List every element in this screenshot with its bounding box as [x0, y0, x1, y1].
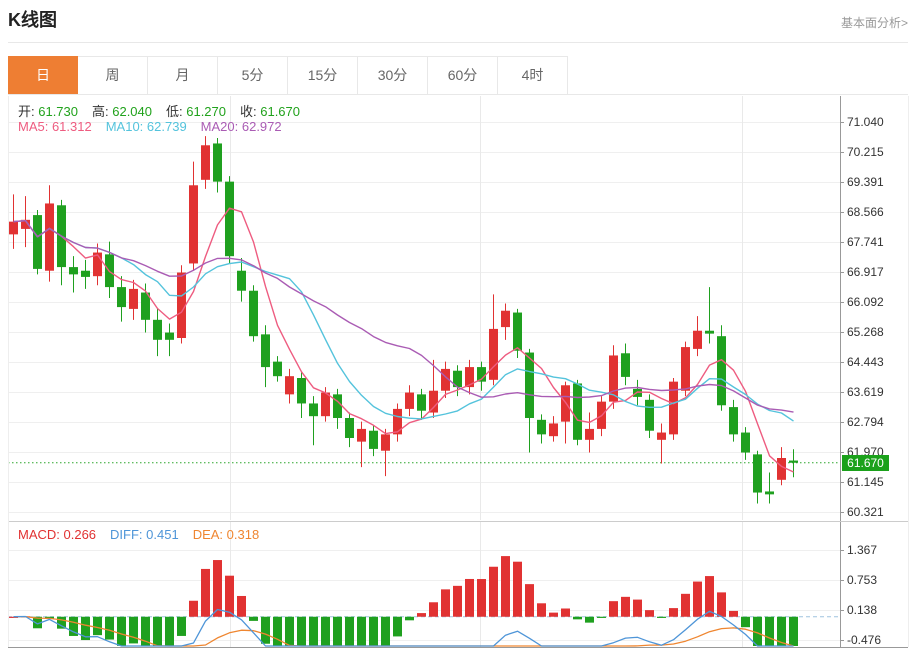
current-price-badge: 61.670 — [842, 455, 889, 471]
macd-legend: MACD: 0.266 DIFF: 0.451 DEA: 0.318 — [18, 527, 273, 542]
svg-text:65.268: 65.268 — [847, 325, 884, 339]
macd-legend-dea: DEA: 0.318 — [192, 527, 260, 542]
svg-text:60.321: 60.321 — [847, 505, 884, 519]
svg-text:69.391: 69.391 — [847, 175, 884, 189]
svg-text:70.215: 70.215 — [847, 145, 884, 159]
ma-legend-ma10: MA10: 62.739 — [105, 119, 187, 134]
svg-text:64.443: 64.443 — [847, 355, 884, 369]
svg-text:62.794: 62.794 — [847, 415, 884, 429]
tab-60分[interactable]: 60分 — [428, 56, 498, 94]
period-tab-bar: 日周月 5分 15分 30分 60分 4时 — [8, 56, 908, 95]
svg-text:67.741: 67.741 — [847, 235, 884, 249]
svg-text:1.367: 1.367 — [847, 543, 877, 557]
ohlc-item-2: 低: 61.270 — [166, 104, 226, 119]
macd-legend-diff: DIFF: 0.451 — [110, 527, 179, 542]
ohlc-item-3: 收: 61.670 — [240, 104, 300, 119]
tab-月[interactable]: 月 — [148, 56, 218, 94]
ohlc-item-0: 开: 61.730 — [18, 104, 78, 119]
tab-5分[interactable]: 5分 — [218, 56, 288, 94]
svg-text:63.619: 63.619 — [847, 385, 884, 399]
ohlc-legend: 开: 61.730 高: 62.040 低: 61.270 收: 61.670 — [18, 101, 314, 120]
ma-legend: MA5: 61.312 MA10: 62.739 MA20: 62.972 — [18, 119, 296, 134]
ma-legend-ma20: MA20: 62.972 — [200, 119, 282, 134]
header-divider — [8, 42, 908, 43]
tab-周[interactable]: 周 — [78, 56, 148, 94]
svg-text:-0.476: -0.476 — [847, 633, 881, 647]
svg-text:0.753: 0.753 — [847, 573, 877, 587]
svg-text:0.138: 0.138 — [847, 603, 877, 617]
svg-text:61.145: 61.145 — [847, 475, 884, 489]
svg-text:66.917: 66.917 — [847, 265, 884, 279]
ma-legend-ma5: MA5: 61.312 — [18, 119, 92, 134]
page-title: K线图 — [8, 10, 57, 30]
tab-日[interactable]: 日 — [8, 56, 78, 94]
tab-30分[interactable]: 30分 — [358, 56, 428, 94]
svg-text:68.566: 68.566 — [847, 205, 884, 219]
tab-15分[interactable]: 15分 — [288, 56, 358, 94]
svg-text:66.092: 66.092 — [847, 295, 884, 309]
svg-text:71.040: 71.040 — [847, 115, 884, 129]
fundamental-analysis-link[interactable]: 基本面分析> — [840, 16, 908, 30]
ohlc-item-1: 高: 62.040 — [92, 104, 152, 119]
tab-4时[interactable]: 4时 — [498, 56, 568, 94]
macd-legend-macd: MACD: 0.266 — [18, 527, 97, 542]
